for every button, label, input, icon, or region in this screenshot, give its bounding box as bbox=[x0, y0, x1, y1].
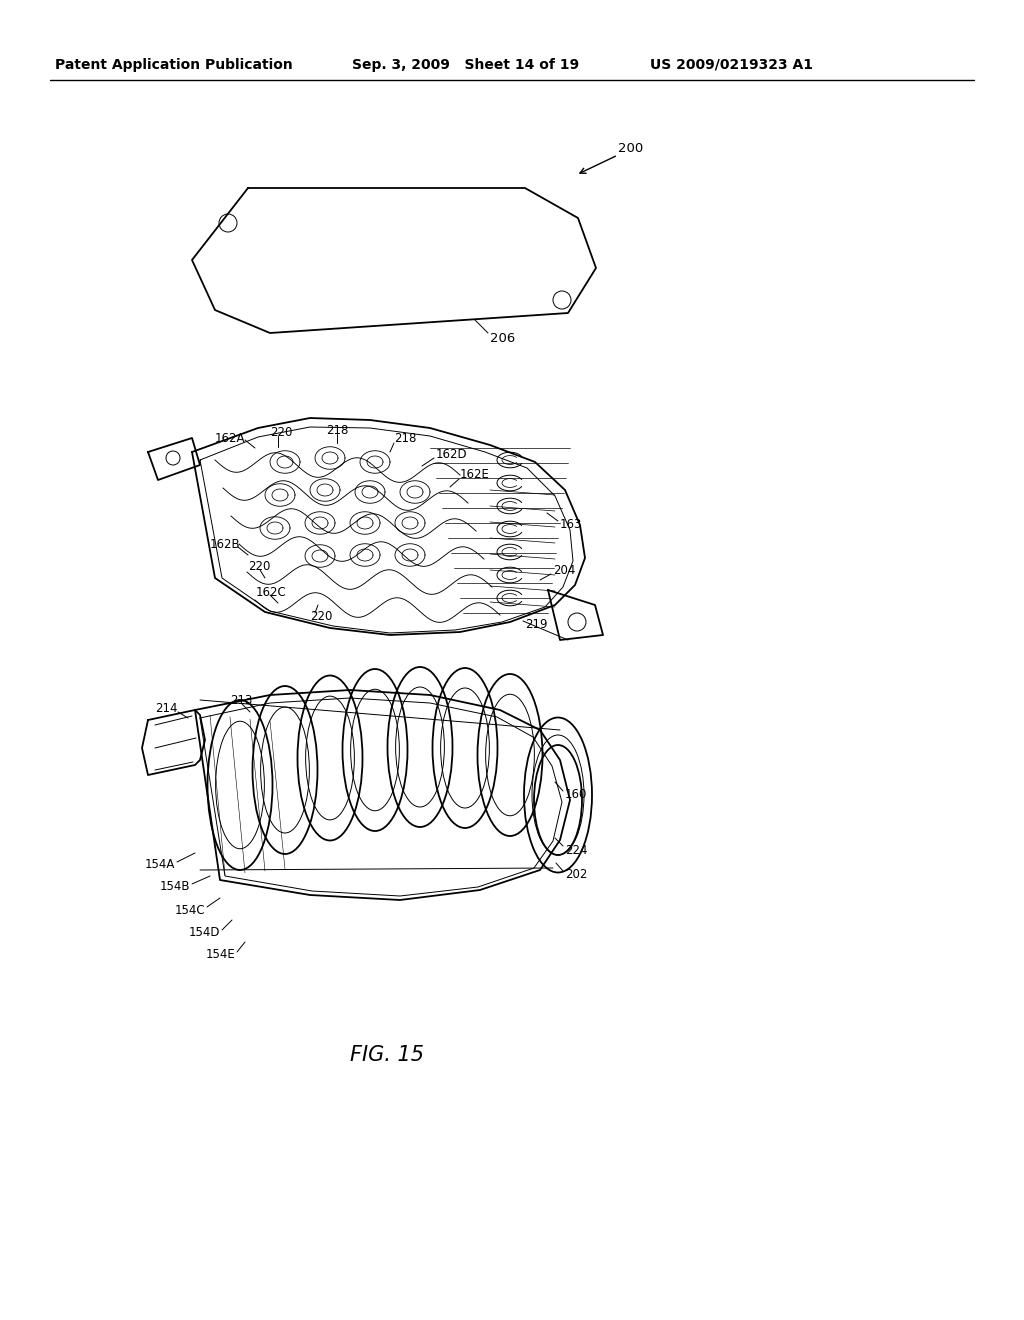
Text: 218: 218 bbox=[326, 424, 348, 437]
Text: 224: 224 bbox=[565, 843, 588, 857]
Text: Sep. 3, 2009   Sheet 14 of 19: Sep. 3, 2009 Sheet 14 of 19 bbox=[352, 58, 580, 73]
Text: 218: 218 bbox=[394, 433, 417, 446]
Text: 154C: 154C bbox=[174, 903, 205, 916]
Text: 154E: 154E bbox=[205, 949, 234, 961]
Text: 220: 220 bbox=[248, 561, 270, 573]
Text: 162B: 162B bbox=[210, 539, 241, 552]
Text: 219: 219 bbox=[525, 619, 548, 631]
Text: 162A: 162A bbox=[215, 432, 246, 445]
Text: FIG. 15: FIG. 15 bbox=[350, 1045, 424, 1065]
Text: Patent Application Publication: Patent Application Publication bbox=[55, 58, 293, 73]
Text: 204: 204 bbox=[553, 564, 575, 577]
Text: 162C: 162C bbox=[256, 586, 287, 598]
Text: 200: 200 bbox=[618, 141, 643, 154]
Text: 214: 214 bbox=[155, 701, 177, 714]
Text: US 2009/0219323 A1: US 2009/0219323 A1 bbox=[650, 58, 813, 73]
Text: 154A: 154A bbox=[144, 858, 175, 871]
Text: 160: 160 bbox=[565, 788, 588, 801]
Text: 154B: 154B bbox=[160, 880, 190, 894]
Text: 162E: 162E bbox=[460, 469, 489, 482]
Text: 202: 202 bbox=[565, 869, 588, 882]
Text: 163: 163 bbox=[560, 519, 583, 532]
Text: 213: 213 bbox=[230, 693, 252, 706]
Text: 220: 220 bbox=[310, 610, 333, 623]
Text: 154D: 154D bbox=[188, 927, 220, 940]
Text: 220: 220 bbox=[270, 425, 293, 438]
Text: 162D: 162D bbox=[436, 447, 468, 461]
Text: 206: 206 bbox=[490, 331, 515, 345]
